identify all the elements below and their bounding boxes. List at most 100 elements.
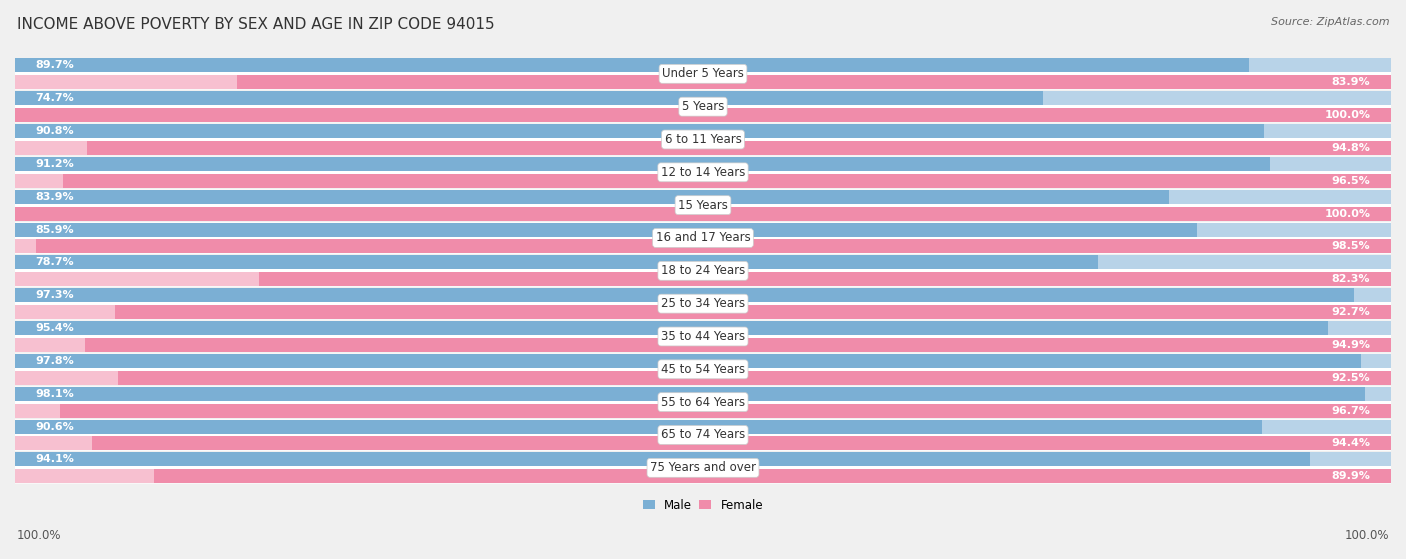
FancyBboxPatch shape (15, 321, 1391, 352)
Bar (15, 452, 1391, 466)
Bar (15, 354, 1391, 368)
Bar (15, 437, 1391, 451)
Text: 25 to 34 Years: 25 to 34 Years (661, 297, 745, 310)
Bar (15, 157, 1391, 171)
Bar (87, 141, 1391, 155)
Bar (236, 75, 1391, 89)
Bar (15, 305, 1391, 319)
Bar (15, 387, 1365, 401)
Bar (15, 469, 1391, 483)
Bar (115, 305, 1391, 319)
Text: INCOME ABOVE POVERTY BY SEX AND AGE IN ZIP CODE 94015: INCOME ABOVE POVERTY BY SEX AND AGE IN Z… (17, 17, 495, 32)
FancyBboxPatch shape (15, 353, 1391, 385)
Bar (15, 437, 1391, 451)
Text: Source: ZipAtlas.com: Source: ZipAtlas.com (1271, 17, 1389, 27)
FancyBboxPatch shape (15, 419, 1391, 451)
Text: 96.7%: 96.7% (1331, 406, 1371, 415)
Bar (15, 124, 1264, 138)
Bar (15, 222, 1197, 236)
Text: 98.1%: 98.1% (35, 389, 75, 399)
Bar (15, 321, 1391, 335)
Bar (15, 288, 1354, 302)
Text: 100.0%: 100.0% (1324, 110, 1371, 120)
Bar (15, 338, 1391, 352)
Bar (15, 174, 1391, 188)
Text: 12 to 14 Years: 12 to 14 Years (661, 166, 745, 179)
FancyBboxPatch shape (15, 58, 1391, 89)
Bar (15, 255, 1391, 269)
Bar (118, 371, 1391, 385)
Bar (15, 371, 1391, 385)
FancyBboxPatch shape (15, 222, 1391, 254)
Bar (15, 272, 1391, 286)
Text: 16 and 17 Years: 16 and 17 Years (655, 231, 751, 244)
Bar (15, 239, 1391, 253)
Text: 94.9%: 94.9% (1331, 340, 1371, 350)
Text: 94.8%: 94.8% (1331, 143, 1371, 153)
Bar (15, 157, 1270, 171)
Text: 83.9%: 83.9% (35, 192, 75, 202)
Text: 90.6%: 90.6% (35, 421, 75, 432)
Bar (259, 272, 1391, 286)
Text: 78.7%: 78.7% (35, 257, 75, 267)
Text: 82.3%: 82.3% (1331, 274, 1371, 284)
Bar (15, 108, 1391, 122)
Text: 95.4%: 95.4% (35, 323, 75, 333)
Text: 90.8%: 90.8% (35, 126, 75, 136)
Bar (15, 305, 1391, 319)
Text: 35 to 44 Years: 35 to 44 Years (661, 330, 745, 343)
Bar (15, 338, 1391, 352)
Bar (15, 141, 1391, 155)
Text: 85.9%: 85.9% (35, 225, 75, 235)
Text: 5 Years: 5 Years (682, 100, 724, 113)
Text: 15 Years: 15 Years (678, 198, 728, 212)
FancyBboxPatch shape (15, 255, 1391, 287)
FancyBboxPatch shape (15, 452, 1391, 484)
Text: 45 to 54 Years: 45 to 54 Years (661, 363, 745, 376)
Bar (15, 124, 1391, 138)
Text: 97.8%: 97.8% (35, 356, 75, 366)
Bar (15, 108, 1391, 122)
Bar (15, 387, 1391, 401)
Bar (155, 469, 1391, 483)
Bar (60, 404, 1391, 418)
Text: 96.5%: 96.5% (1331, 176, 1371, 186)
Bar (91, 437, 1391, 451)
Bar (15, 420, 1391, 434)
Bar (15, 371, 1391, 385)
Text: 74.7%: 74.7% (35, 93, 75, 103)
Text: 83.9%: 83.9% (1331, 77, 1371, 87)
Bar (15, 141, 1391, 155)
Bar (15, 108, 1391, 122)
Text: 89.9%: 89.9% (1331, 471, 1371, 481)
Bar (15, 452, 1310, 466)
Bar (15, 288, 1391, 302)
Text: 55 to 64 Years: 55 to 64 Years (661, 396, 745, 409)
Text: 94.1%: 94.1% (35, 454, 75, 465)
Bar (15, 222, 1391, 236)
Bar (15, 190, 1170, 204)
Bar (15, 404, 1391, 418)
Text: 97.3%: 97.3% (35, 290, 75, 300)
Bar (15, 174, 1391, 188)
Bar (15, 59, 1391, 73)
Text: 94.4%: 94.4% (1331, 438, 1371, 448)
Bar (63, 174, 1391, 188)
Text: 100.0%: 100.0% (1344, 529, 1389, 542)
Text: 75 Years and over: 75 Years and over (650, 461, 756, 475)
Text: 89.7%: 89.7% (35, 60, 75, 70)
Text: 98.5%: 98.5% (1331, 241, 1371, 252)
Bar (15, 207, 1391, 221)
Text: 100.0%: 100.0% (17, 529, 62, 542)
Text: 91.2%: 91.2% (35, 159, 75, 169)
FancyBboxPatch shape (15, 124, 1391, 155)
FancyBboxPatch shape (15, 91, 1391, 122)
Bar (35, 239, 1391, 253)
FancyBboxPatch shape (15, 386, 1391, 418)
Text: 18 to 24 Years: 18 to 24 Years (661, 264, 745, 277)
FancyBboxPatch shape (15, 157, 1391, 188)
FancyBboxPatch shape (15, 190, 1391, 221)
Text: 92.7%: 92.7% (1331, 307, 1371, 317)
Legend: Male, Female: Male, Female (638, 494, 768, 517)
Bar (15, 207, 1391, 221)
